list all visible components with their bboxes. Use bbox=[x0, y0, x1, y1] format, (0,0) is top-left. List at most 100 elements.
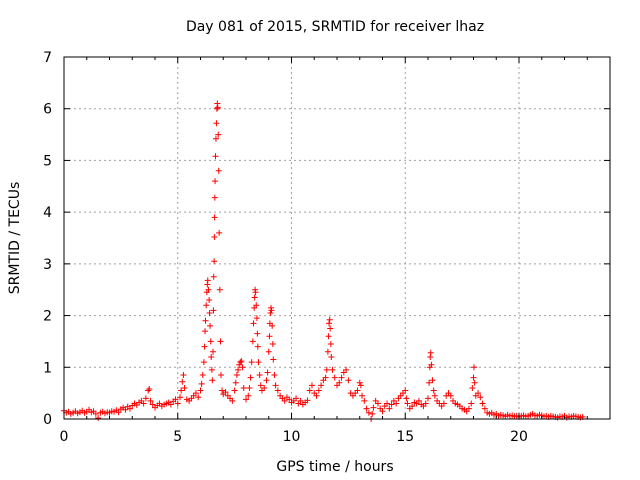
data-point bbox=[468, 400, 475, 407]
x-axis-label: GPS time / hours bbox=[276, 459, 393, 475]
axis-ticks: 0 5 10 15 20 0 1 2 3 4 5 6 7 bbox=[43, 50, 610, 445]
data-point bbox=[203, 302, 210, 309]
data-point bbox=[270, 356, 277, 363]
data-point bbox=[318, 382, 325, 389]
data-point bbox=[115, 409, 122, 416]
data-point bbox=[212, 153, 219, 160]
data-point bbox=[208, 366, 215, 373]
y-tick-label: 4 bbox=[43, 205, 52, 221]
data-point bbox=[323, 366, 330, 373]
data-point bbox=[202, 317, 209, 324]
data-point bbox=[374, 400, 381, 407]
data-point bbox=[92, 410, 99, 417]
data-point bbox=[425, 395, 431, 402]
x-tick-label: 10 bbox=[283, 429, 301, 445]
data-point bbox=[200, 359, 207, 366]
data-point bbox=[402, 387, 409, 394]
data-point bbox=[370, 404, 377, 411]
data-point bbox=[207, 322, 214, 329]
data-point bbox=[293, 395, 300, 402]
data-point bbox=[403, 395, 410, 402]
data-point bbox=[254, 330, 261, 337]
data-point bbox=[327, 341, 334, 348]
data-point bbox=[256, 372, 263, 379]
data-point bbox=[345, 377, 352, 384]
data-point bbox=[180, 372, 187, 379]
data-point bbox=[477, 394, 484, 401]
data-point bbox=[198, 380, 205, 387]
data-point bbox=[207, 338, 214, 345]
data-point bbox=[257, 382, 264, 389]
data-point bbox=[359, 392, 366, 399]
y-tick-label: 0 bbox=[43, 412, 52, 428]
data-point bbox=[213, 120, 220, 127]
data-point bbox=[271, 372, 278, 379]
data-point bbox=[229, 397, 236, 404]
data-point bbox=[142, 395, 149, 402]
data-point bbox=[210, 307, 217, 314]
data-point bbox=[216, 286, 223, 293]
data-point bbox=[95, 414, 102, 421]
data-point bbox=[440, 400, 447, 407]
data-point bbox=[422, 400, 429, 407]
data-point bbox=[178, 387, 185, 394]
data-point bbox=[249, 338, 256, 345]
x-tick-label: 5 bbox=[173, 429, 182, 445]
data-point bbox=[361, 397, 368, 404]
data-point bbox=[384, 400, 391, 407]
data-point bbox=[211, 214, 218, 221]
data-point bbox=[219, 387, 226, 394]
data-point bbox=[211, 194, 218, 201]
data-point bbox=[222, 389, 229, 396]
data-point bbox=[253, 315, 260, 322]
data-point bbox=[274, 387, 281, 394]
data-point bbox=[213, 105, 220, 112]
y-axis-label: SRMTID / TECUs bbox=[7, 182, 23, 295]
x-tick-label: 20 bbox=[510, 429, 528, 445]
data-points bbox=[61, 100, 586, 422]
data-point bbox=[447, 392, 454, 399]
data-point bbox=[471, 379, 478, 386]
data-point bbox=[210, 273, 217, 280]
y-tick-label: 2 bbox=[43, 309, 52, 325]
data-point bbox=[470, 374, 477, 381]
data-point bbox=[254, 343, 261, 350]
data-point bbox=[211, 258, 218, 265]
data-point bbox=[264, 369, 271, 376]
data-point bbox=[212, 178, 219, 185]
data-point bbox=[239, 364, 246, 371]
data-point bbox=[354, 387, 361, 394]
data-point bbox=[236, 361, 243, 368]
data-point bbox=[429, 377, 436, 384]
data-point bbox=[369, 410, 376, 417]
data-point bbox=[263, 377, 270, 384]
data-point bbox=[479, 400, 486, 407]
data-point bbox=[126, 405, 133, 412]
data-point bbox=[386, 405, 393, 412]
data-point bbox=[253, 302, 260, 309]
data-point bbox=[327, 325, 334, 332]
data-point bbox=[197, 387, 204, 394]
data-point bbox=[430, 387, 437, 394]
data-point bbox=[215, 167, 222, 174]
data-point bbox=[140, 400, 147, 407]
data-point bbox=[363, 405, 370, 412]
data-point bbox=[426, 379, 433, 386]
data-point bbox=[326, 316, 333, 323]
data-point bbox=[201, 343, 208, 350]
data-point bbox=[214, 104, 221, 111]
data-point bbox=[269, 341, 276, 348]
data-point bbox=[343, 366, 350, 373]
data-point bbox=[255, 359, 262, 366]
data-point bbox=[122, 406, 129, 413]
data-point bbox=[365, 409, 372, 416]
data-point bbox=[268, 307, 275, 314]
data-point bbox=[306, 387, 313, 394]
grid bbox=[64, 57, 610, 419]
data-point bbox=[248, 359, 255, 366]
data-point bbox=[415, 397, 422, 404]
data-point bbox=[206, 297, 213, 304]
data-point bbox=[431, 392, 438, 399]
data-point bbox=[356, 379, 363, 386]
data-point bbox=[338, 374, 345, 381]
